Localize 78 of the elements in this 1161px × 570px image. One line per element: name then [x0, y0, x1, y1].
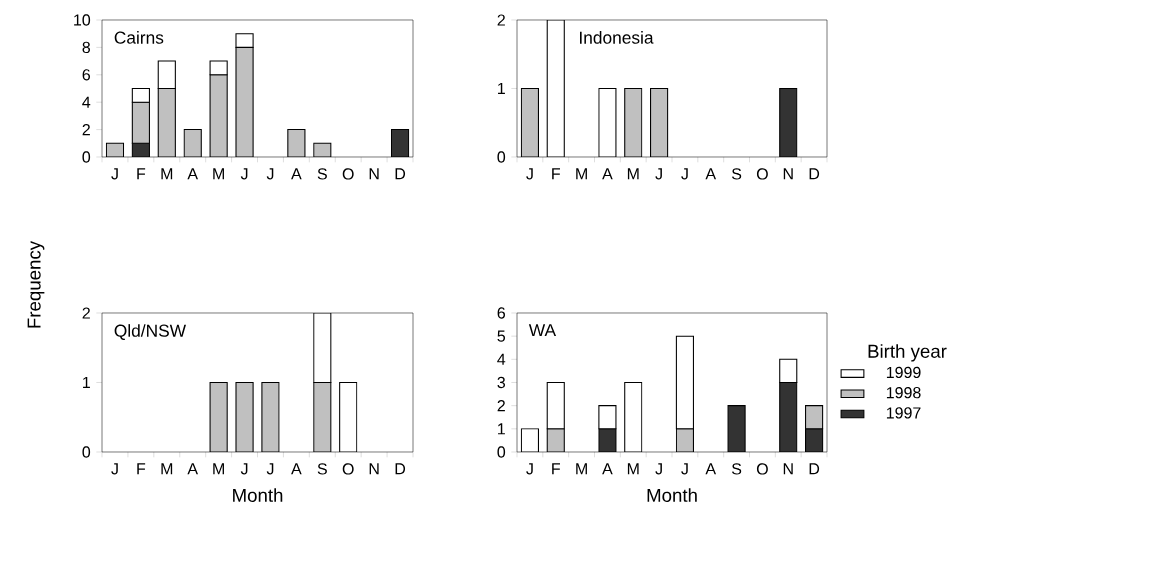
x-tick-label: A: [187, 463, 199, 475]
x-axis-title: Month: [647, 488, 697, 502]
x-tick-label: N: [369, 463, 379, 475]
x-tick-label: D: [809, 168, 820, 180]
legend-label: 1997: [886, 407, 921, 419]
x-tick-label: S: [731, 463, 742, 475]
x-tick-label: D: [395, 168, 406, 180]
y-tick-label: 2: [82, 307, 90, 319]
x-tick-label: A: [291, 463, 302, 475]
x-tick-label: M: [627, 463, 639, 475]
text: Indonesia: [580, 31, 654, 44]
x-tick-label: J: [111, 168, 118, 180]
x-tick-label: M: [576, 463, 587, 475]
x-tick-label: O: [342, 463, 354, 475]
y-tick-label: 6: [82, 69, 91, 81]
x-tick-label: J: [240, 463, 248, 475]
x-tick-label: N: [369, 168, 379, 180]
x-axis-title: Month: [233, 488, 283, 502]
x-tick-label: D: [395, 463, 406, 475]
x-tick-label: A: [602, 463, 613, 475]
x-tick-label: M: [576, 168, 587, 180]
x-tick-label: N: [783, 168, 793, 180]
x-tick-label: J: [240, 168, 248, 180]
x-tick-label: J: [266, 168, 274, 180]
y-tick-label: 5: [497, 330, 506, 342]
x-tick-label: J: [526, 168, 533, 180]
legend-label: 1998: [886, 387, 921, 399]
y-tick-label: 2: [497, 400, 505, 412]
chart-title: WA: [528, 324, 557, 337]
x-tick-label: J: [266, 463, 274, 475]
y-tick-label: 1: [498, 82, 505, 94]
x-tick-label: F: [552, 168, 561, 180]
x-tick-label: J: [111, 463, 118, 475]
y-tick-label: 8: [82, 41, 91, 54]
x-tick-label: S: [317, 463, 327, 475]
y-tick-label: 3: [497, 376, 506, 389]
text: Qld/NSW: [114, 324, 186, 340]
x-tick-label: A: [705, 463, 717, 475]
y-tick-label: 0: [82, 446, 91, 458]
x-tick-label: F: [552, 463, 561, 475]
y-tick-label: 0: [497, 151, 506, 163]
y-tick-label: 6: [497, 307, 506, 319]
x-tick-label: F: [137, 463, 146, 475]
y-tick-label: 1: [83, 376, 90, 388]
x-tick-label: S: [731, 168, 742, 180]
x-tick-label: O: [756, 463, 768, 475]
legend-label: 1999: [886, 366, 921, 379]
x-tick-label: M: [213, 463, 224, 475]
x-tick-label: A: [602, 168, 613, 180]
x-tick-label: J: [655, 463, 662, 475]
x-tick-label: N: [783, 463, 793, 475]
x-tick-label: M: [627, 168, 639, 180]
x-tick-label: S: [317, 168, 327, 180]
text: Cairns: [114, 31, 164, 44]
x-tick-label: O: [756, 168, 768, 180]
x-tick-label: D: [809, 463, 820, 475]
x-tick-label: J: [526, 463, 533, 475]
legend-title: Birth year: [868, 344, 947, 362]
x-tick-label: A: [705, 168, 717, 180]
x-tick-label: J: [681, 463, 688, 475]
y-tick-label: 4: [82, 96, 91, 108]
y-tick-label: 2: [82, 124, 90, 136]
y-tick-label: 0: [497, 446, 506, 458]
x-tick-label: A: [291, 168, 302, 180]
x-tick-label: M: [213, 168, 224, 180]
y-tick-label: 2: [497, 14, 505, 26]
x-tick-label: M: [161, 463, 173, 475]
y-axis-title: Frequency: [27, 240, 45, 328]
x-tick-label: M: [161, 168, 173, 180]
y-tick-label: 0: [82, 151, 91, 163]
y-tick-label: 10: [74, 14, 91, 26]
x-tick-label: A: [187, 168, 199, 180]
x-tick-label: J: [681, 168, 688, 180]
y-tick-label: 4: [497, 353, 506, 365]
x-tick-label: J: [655, 168, 662, 180]
x-tick-label: O: [342, 168, 354, 180]
x-tick-label: F: [137, 168, 146, 180]
y-tick-label: 1: [498, 423, 505, 435]
